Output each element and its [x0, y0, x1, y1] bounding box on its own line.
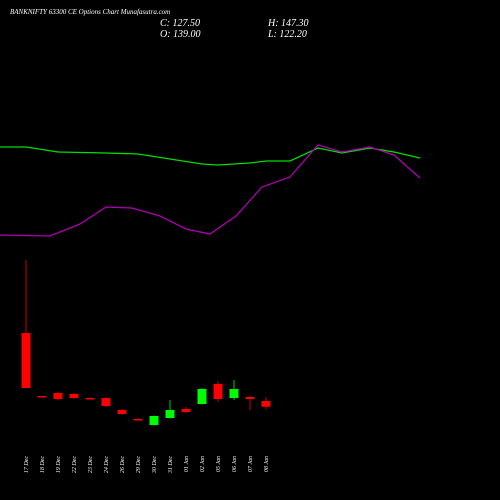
candle-body — [133, 419, 143, 421]
x-tick-label: 17 Dec — [24, 456, 30, 473]
high-label: H: 147.30 — [267, 18, 309, 29]
x-tick-label: 23 Dec — [88, 456, 94, 473]
candle-body — [229, 389, 239, 398]
x-tick-label: 22 Dec — [72, 456, 78, 473]
candle-body — [117, 410, 127, 414]
chart-title: BANKNIFTY 63300 CE Options Chart Munafas… — [10, 8, 170, 16]
x-tick-label: 18 Dec — [40, 456, 46, 473]
x-tick-label: 08 Jan — [264, 456, 270, 472]
x-tick-label: 19 Dec — [56, 456, 62, 473]
x-tick-label: 24 Dec — [103, 456, 110, 473]
candle-body — [149, 416, 159, 425]
candle-body — [69, 394, 79, 398]
open-label: O: 139.00 — [160, 29, 201, 40]
candle-body — [37, 396, 47, 398]
candle-body — [53, 393, 63, 399]
candle-body — [261, 401, 271, 407]
indicator-line — [0, 146, 421, 166]
x-tick-label: 02 Jan — [200, 456, 206, 472]
x-tick-label: 31 Dec — [168, 456, 174, 474]
x-tick-label: 06 Jan — [232, 456, 238, 472]
x-tick-label: 29 Dec — [136, 456, 142, 473]
candle-body — [101, 398, 111, 406]
x-tick-label: 01 Jan — [184, 456, 190, 472]
x-tick-label: 07 Jan — [248, 456, 254, 472]
candle-body — [197, 389, 207, 404]
candle-body — [245, 397, 255, 399]
candle-body — [85, 398, 95, 400]
candle-body — [21, 333, 31, 388]
low-label: L: 122.20 — [267, 29, 307, 40]
candle-body — [213, 384, 223, 399]
close-label: C: 127.50 — [160, 18, 200, 29]
x-tick-label: 05 Jan — [216, 456, 222, 472]
x-tick-label: 30 Dec — [152, 456, 158, 474]
x-tick-label: 26 Dec — [120, 456, 126, 473]
candle-body — [165, 410, 175, 418]
candle-body — [181, 409, 191, 412]
indicator-line — [0, 144, 421, 237]
